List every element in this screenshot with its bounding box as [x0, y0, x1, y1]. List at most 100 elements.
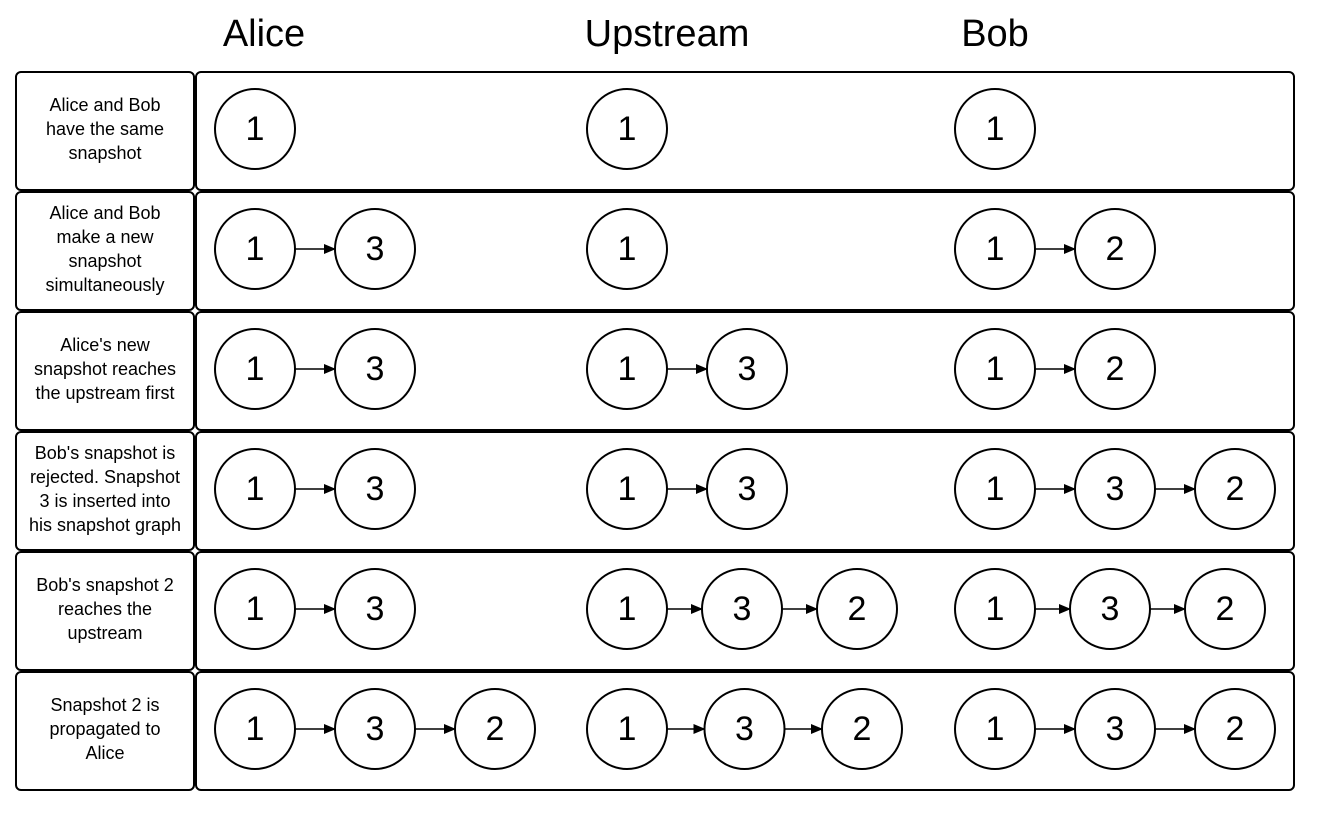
snapshot-node-label: 1	[986, 230, 1005, 268]
row-label-line: Alice	[85, 743, 124, 763]
snapshot-node-label: 2	[1216, 590, 1235, 628]
snapshot-node-label: 1	[246, 110, 265, 148]
snapshot-node	[454, 688, 536, 770]
row-label-line: upstream	[67, 623, 142, 643]
snapshot-node	[586, 208, 668, 290]
snapshot-node-label: 1	[986, 710, 1005, 748]
row-label: Alice and Bob have the same snapshot	[46, 95, 164, 163]
snapshot-node	[816, 568, 898, 650]
snapshot-node-label: 3	[1106, 710, 1125, 748]
snapshot-node-label: 3	[735, 710, 754, 748]
snapshot-chain-bob: 1 3 2	[954, 568, 1266, 650]
snapshot-node	[1074, 328, 1156, 410]
snapshot-node-label: 3	[733, 590, 752, 628]
snapshot-chain-upstream: 1 3 2	[586, 688, 903, 770]
row-label: Bob's snapshot is rejected. Snapshot 3 is …	[29, 443, 181, 535]
row-label: Alice and Bob make a new snapshot simultane…	[45, 203, 164, 295]
snapshot-node-label: 2	[1226, 710, 1245, 748]
snapshot-node-label: 1	[246, 230, 265, 268]
row-label-box	[15, 551, 195, 671]
row-label-line: Alice's new	[60, 335, 150, 355]
snapshot-chain-bob: 1 3 2	[954, 688, 1276, 770]
snapshot-node-label: 2	[486, 710, 505, 748]
snapshot-node-label: 3	[366, 710, 385, 748]
row-label: Alice's new snapshot reaches the upstream …	[34, 335, 176, 403]
snapshot-node-label: 1	[246, 350, 265, 388]
row-label-line: his snapshot graph	[29, 515, 181, 535]
snapshot-chain-bob: 1 3 2	[954, 448, 1276, 530]
snapshot-node	[214, 88, 296, 170]
row-label-line: 3 is inserted into	[39, 491, 170, 511]
snapshot-node-label: 1	[986, 350, 1005, 388]
row-label-line: Bob's snapshot 2	[36, 575, 174, 595]
snapshot-node-label: 1	[246, 470, 265, 508]
snapshot-node	[1184, 568, 1266, 650]
row-label-line: the upstream first	[35, 383, 174, 403]
snapshot-node-label: 3	[1106, 470, 1125, 508]
row-label-line: make a new	[56, 227, 154, 247]
column-headers: Alice Upstream Bob	[223, 13, 1029, 55]
snapshot-node	[1194, 448, 1276, 530]
snapshot-node-label: 3	[366, 350, 385, 388]
diagram-row: Alice and Bob have the same snapshot 1 1 1	[15, 71, 1295, 191]
diagram-row: Alice and Bob make a new snapshot simultane…	[15, 191, 1295, 311]
snapshot-node	[1194, 688, 1276, 770]
snapshot-node	[586, 88, 668, 170]
snapshot-node	[954, 88, 1036, 170]
snapshot-node	[334, 448, 416, 530]
snapshot-node	[334, 328, 416, 410]
snapshot-node-label: 1	[618, 350, 637, 388]
row-label-box	[15, 431, 195, 551]
snapshot-node-label: 2	[1226, 470, 1245, 508]
row-label-line: snapshot	[68, 251, 141, 271]
diagram-row: Snapshot 2 is propagated to Alice 1 3 2 1 3 2 1 3 2	[15, 671, 1295, 791]
row-label-line: snapshot	[68, 143, 141, 163]
snapshot-node-label: 2	[853, 710, 872, 748]
column-header-bob: Bob	[961, 13, 1029, 55]
snapshot-node-label: 1	[618, 470, 637, 508]
snapshot-chain-upstream: 1 3 2	[586, 568, 898, 650]
snapshot-node-label: 1	[618, 110, 637, 148]
row-label-box	[15, 671, 195, 791]
column-header-upstream: Upstream	[585, 13, 750, 55]
row-label-line: have the same	[46, 119, 164, 139]
snapshot-node-label: 3	[1101, 590, 1120, 628]
snapshot-chain-alice: 1	[214, 88, 296, 170]
snapshot-node-label: 1	[986, 110, 1005, 148]
row-label-line: Alice and Bob	[49, 95, 160, 115]
snapshot-node-label: 1	[618, 590, 637, 628]
snapshot-node-label: 1	[986, 590, 1005, 628]
snapshot-node	[334, 568, 416, 650]
snapshot-chain-bob: 1	[954, 88, 1036, 170]
column-header-alice: Alice	[223, 13, 305, 55]
row-label: Snapshot 2 is propagated to Alice	[49, 695, 160, 763]
row-label-line: simultaneously	[45, 275, 164, 295]
row-label-line: rejected. Snapshot	[30, 467, 180, 487]
snapshot-node-label: 1	[618, 710, 637, 748]
snapshot-chain-upstream: 1	[586, 208, 668, 290]
snapshot-node-label: 3	[738, 350, 757, 388]
snapshot-node	[706, 448, 788, 530]
snapshot-node-label: 3	[738, 470, 757, 508]
row-label-box	[15, 191, 195, 311]
row-label-line: reaches the	[58, 599, 152, 619]
diagram-row: Bob's snapshot is rejected. Snapshot 3 is …	[15, 431, 1295, 551]
snapshot-node-label: 1	[246, 590, 265, 628]
snapshot-node-label: 3	[366, 470, 385, 508]
row-label-line: Snapshot 2 is	[50, 695, 159, 715]
snapshot-node	[706, 328, 788, 410]
snapshot-chain-alice: 1 3 2	[214, 688, 536, 770]
snapshot-node-label: 2	[1106, 350, 1125, 388]
snapshot-chain-upstream: 1	[586, 88, 668, 170]
